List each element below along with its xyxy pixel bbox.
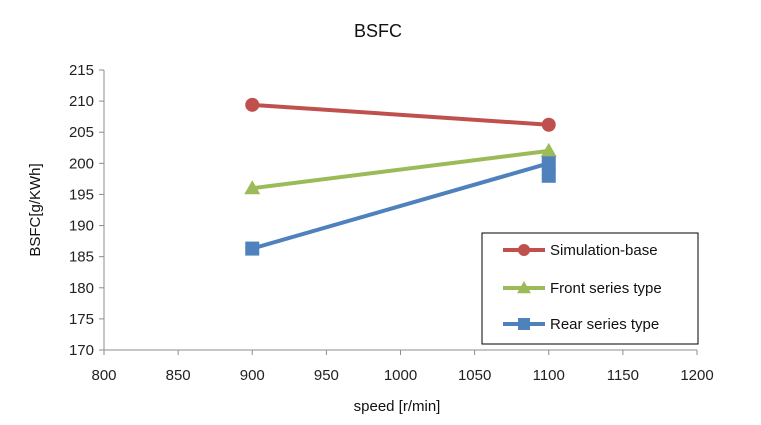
y-tick-label: 175 <box>69 311 94 328</box>
y-tick-label: 215 <box>69 62 94 79</box>
series-1 <box>245 97 556 132</box>
data-point-square <box>541 168 556 183</box>
series-3 <box>245 156 556 256</box>
x-tick-label: 950 <box>314 367 339 384</box>
x-tick-label: 1050 <box>458 367 491 384</box>
data-point-circle <box>541 117 556 132</box>
chart-title: BSFC <box>354 21 402 41</box>
x-tick-label: 1100 <box>533 367 565 384</box>
y-tick-label: 190 <box>69 218 94 235</box>
y-tick-label: 210 <box>69 93 94 110</box>
x-tick-label: 1000 <box>384 367 417 384</box>
y-tick-label: 195 <box>69 186 94 203</box>
series-line <box>252 148 549 191</box>
legend: Simulation-base Front series type Rear ser… <box>481 232 699 345</box>
x-tick-label: 900 <box>240 367 265 384</box>
y-axis-title: BSFC[g/KWh] <box>27 163 44 256</box>
y-tick-label: 180 <box>69 280 94 297</box>
data-point-circle <box>245 97 260 112</box>
series-line <box>252 102 549 127</box>
x-tick-label: 1150 <box>607 367 639 384</box>
y-axis: 170 175 180 185 190 195 200 205 210 215 <box>69 62 105 359</box>
data-point-square <box>541 156 556 171</box>
y-tick-label: 185 <box>69 249 94 266</box>
data-point-triangle <box>517 281 531 294</box>
data-point-circle <box>518 244 530 256</box>
series-layer <box>244 97 557 256</box>
data-point-square <box>245 241 260 256</box>
legend-item: Simulation-base <box>503 242 658 259</box>
data-point-triangle <box>244 180 261 195</box>
y-tick-label: 170 <box>69 342 94 359</box>
y-tick-label: 200 <box>69 155 94 172</box>
legend-label: Simulation-base <box>550 242 658 259</box>
x-axis-title: speed [r/min] <box>354 398 441 415</box>
y-tick-label: 205 <box>69 124 94 141</box>
x-axis: 800 850 900 950 1000 1050 1100 1150 1200 <box>91 349 714 384</box>
x-tick-label: 1200 <box>680 367 713 384</box>
legend-item: Front series type <box>503 280 662 297</box>
x-tick-label: 850 <box>166 367 191 384</box>
legend-label: Front series type <box>550 280 662 297</box>
legend-item: Rear series type <box>503 316 659 333</box>
series-2 <box>244 142 557 195</box>
legend-label: Rear series type <box>550 316 659 333</box>
data-point-square <box>518 318 530 330</box>
data-point-triangle <box>540 142 557 157</box>
x-tick-label: 800 <box>91 367 116 384</box>
